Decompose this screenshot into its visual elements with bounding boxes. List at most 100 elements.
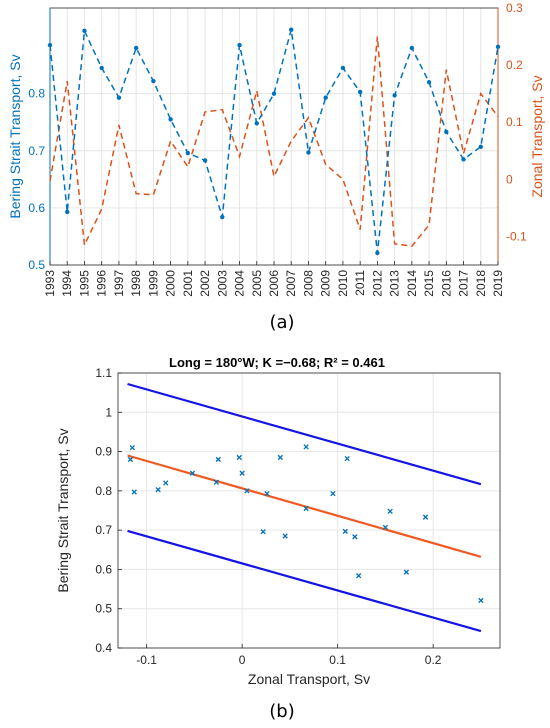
y-tick-label: 1 bbox=[105, 405, 112, 419]
scatter-point-marker bbox=[239, 470, 245, 476]
bering-data-point bbox=[323, 95, 328, 100]
x-tick-label: 1997 bbox=[112, 270, 126, 297]
x-tick-label: 2016 bbox=[439, 270, 453, 297]
y-tick-label: 0.7 bbox=[95, 523, 112, 537]
scatter-point bbox=[282, 533, 288, 539]
bering-data-point bbox=[392, 93, 397, 98]
bering-data-point bbox=[65, 209, 70, 215]
bering-data-point bbox=[185, 150, 191, 156]
scatter-point-marker bbox=[382, 524, 389, 531]
x-tick-label: 2003 bbox=[215, 270, 229, 297]
scatter-point-marker bbox=[260, 529, 266, 535]
scatter-point bbox=[239, 470, 245, 476]
x-tick-label: 2010 bbox=[336, 270, 350, 297]
scatter-point-marker bbox=[352, 534, 358, 540]
x-tick-label: 2011 bbox=[353, 270, 367, 296]
scatter-point-marker bbox=[155, 487, 161, 493]
scatter-point bbox=[382, 524, 389, 531]
plot-area-b bbox=[118, 373, 500, 648]
scatter-point bbox=[155, 487, 161, 493]
scatter-point bbox=[244, 488, 250, 494]
bering-data-point bbox=[237, 42, 242, 48]
upper-bound-line bbox=[127, 382, 482, 486]
y-right-tick-label: 0 bbox=[506, 172, 513, 186]
y-tick-label: 0.9 bbox=[95, 445, 112, 459]
scatter-point bbox=[330, 490, 336, 497]
scatter-point-marker bbox=[213, 479, 220, 485]
bering-data-point bbox=[202, 158, 208, 163]
x-tick-label: 0 bbox=[239, 653, 246, 667]
x-axis-label: Zonal Transport, Sv bbox=[248, 671, 370, 687]
scatter-point bbox=[260, 529, 266, 535]
scatter-point-marker bbox=[244, 488, 250, 494]
bering-data-point bbox=[444, 129, 449, 135]
scatter-point-marker bbox=[189, 470, 196, 476]
panel-b-label: (b) bbox=[269, 701, 294, 722]
scatter-point-marker bbox=[330, 490, 336, 497]
scatter-point-marker bbox=[356, 573, 362, 579]
x-tick-label: -0.1 bbox=[136, 653, 157, 667]
y-right-tick-label: 0.1 bbox=[506, 115, 523, 129]
scatter-point bbox=[403, 569, 410, 575]
bering-data-point bbox=[151, 78, 156, 84]
x-tick-label: 2004 bbox=[233, 270, 247, 297]
scatter-point-marker bbox=[236, 454, 242, 461]
scatter-point bbox=[277, 454, 284, 461]
x-tick-label: 0.2 bbox=[425, 653, 442, 667]
y-tick-label: 0.4 bbox=[95, 641, 112, 655]
scatter-point bbox=[264, 490, 270, 497]
y-right-tick-label: 0.3 bbox=[506, 1, 523, 15]
y-right-tick-label: -0.1 bbox=[506, 229, 527, 243]
bering-data-point bbox=[495, 44, 501, 50]
x-tick-label: 1998 bbox=[129, 270, 143, 297]
y-left-tick-label: 0.5 bbox=[28, 258, 45, 272]
scatter-point bbox=[131, 489, 137, 495]
y-tick-label: 1.1 bbox=[95, 366, 112, 380]
panel-a-label: (a) bbox=[269, 312, 294, 333]
y-right-axis-label: Zonal Transport, Sv bbox=[529, 75, 545, 197]
scatter-point-marker bbox=[129, 444, 135, 451]
panel-a-time-series: 1993 1994 1995 1996 1997 1998 1999 2000 2001 2002… bbox=[7, 1, 545, 297]
bering-data-point bbox=[461, 157, 466, 162]
axes-box-b bbox=[117, 372, 501, 649]
y-right-tick-label: 0.2 bbox=[506, 58, 523, 72]
bering-data-point bbox=[306, 150, 311, 155]
y-left-tick-label: 0.7 bbox=[28, 144, 45, 158]
x-tick-label: 1993 bbox=[43, 270, 57, 297]
scatter-point-marker bbox=[403, 569, 410, 575]
bering-transport-series-line bbox=[49, 28, 499, 254]
zonal-transport-series-line bbox=[49, 36, 499, 248]
bering-data-point bbox=[478, 144, 483, 149]
x-tick-label: 2017 bbox=[457, 270, 471, 297]
x-tick-label: 2006 bbox=[267, 270, 281, 297]
bering-data-point bbox=[220, 214, 225, 220]
scatter-point bbox=[352, 534, 358, 540]
y-tick-label: 0.6 bbox=[95, 562, 112, 576]
scatter-point bbox=[303, 444, 309, 450]
y-left-tick-label: 0.8 bbox=[28, 87, 45, 101]
scatter-point bbox=[356, 573, 362, 579]
x-tick-label: 2012 bbox=[370, 270, 384, 297]
x-tick-label: 1996 bbox=[95, 270, 109, 297]
bering-data-point bbox=[133, 45, 139, 51]
x-tick-label: 2008 bbox=[301, 270, 315, 297]
bering-data-point bbox=[47, 42, 53, 48]
panel-b-title: Long = 180°W; K =−0.68; R² = 0.461 bbox=[169, 355, 385, 370]
bering-data-point bbox=[254, 121, 259, 126]
scatter-point-marker bbox=[215, 456, 221, 463]
bering-data-point bbox=[426, 80, 432, 85]
scatter-point bbox=[127, 456, 134, 463]
x-tick-label: 1999 bbox=[146, 270, 160, 297]
scatter-point bbox=[213, 479, 220, 485]
y-left-axis-label: Bering Strait Transport, Sv bbox=[7, 54, 23, 218]
scatter-point-marker bbox=[277, 454, 284, 461]
x-tick-label: 2014 bbox=[405, 270, 419, 297]
y-axis-label: Bering Strait Transport, Sv bbox=[55, 428, 71, 592]
x-tick-label: 0.1 bbox=[329, 653, 346, 667]
bering-data-point bbox=[99, 65, 104, 71]
scatter-point bbox=[478, 597, 484, 604]
bering-data-point bbox=[357, 89, 363, 95]
x-tick-label: 1995 bbox=[77, 270, 91, 297]
bering-data-point bbox=[289, 27, 294, 32]
